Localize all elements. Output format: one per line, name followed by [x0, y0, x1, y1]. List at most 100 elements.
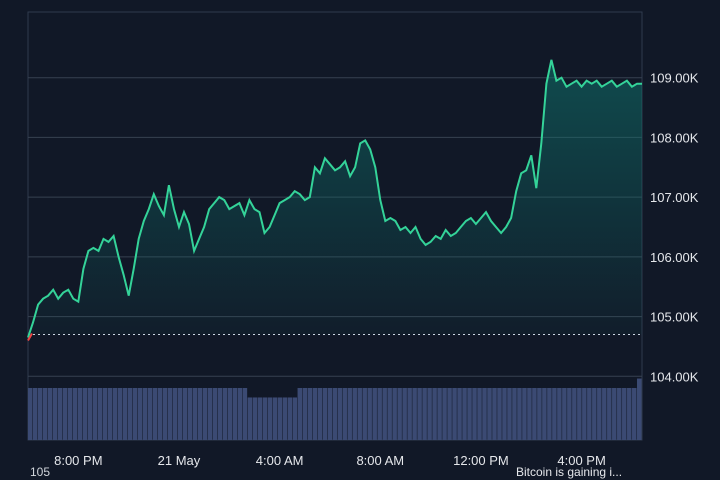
- x-axis-labels: 8:00 PM 21 May 4:00 AM 8:00 AM 12:00 PM 4:00 …: [54, 453, 606, 468]
- volume-bar: [367, 388, 372, 440]
- volume-bar: [477, 388, 482, 440]
- volume-bars: [28, 378, 642, 440]
- volume-bar: [162, 388, 168, 440]
- y-tick-label: 108.00K: [650, 130, 699, 145]
- volume-bar: [287, 397, 293, 440]
- x-tick-label: 8:00 AM: [356, 453, 404, 468]
- volume-bar: [397, 388, 402, 440]
- volume-bar: [622, 388, 627, 440]
- volume-bar: [52, 388, 58, 440]
- volume-bar: [122, 388, 128, 440]
- volume-bar: [157, 388, 163, 440]
- volume-bar: [382, 388, 387, 440]
- volume-bar: [217, 388, 223, 440]
- volume-bar: [502, 388, 507, 440]
- volume-bar: [47, 388, 53, 440]
- volume-bar: [292, 397, 298, 440]
- volume-bar: [307, 388, 313, 440]
- y-tick-label: 109.00K: [650, 71, 699, 86]
- volume-bar: [402, 388, 407, 440]
- volume-bar: [202, 388, 208, 440]
- volume-bar: [167, 388, 173, 440]
- volume-bar: [527, 388, 532, 440]
- y-axis-labels: 104.00K 105.00K 106.00K 107.00K 108.00K 109.0…: [650, 71, 699, 385]
- volume-bar: [267, 397, 273, 440]
- volume-bar: [507, 388, 512, 440]
- volume-bar: [97, 388, 103, 440]
- volume-bar: [427, 388, 432, 440]
- volume-bar: [577, 388, 582, 440]
- volume-bar: [372, 388, 377, 440]
- volume-bar: [482, 388, 487, 440]
- volume-bar: [252, 397, 258, 440]
- volume-bar: [557, 388, 562, 440]
- volume-bar: [237, 388, 243, 440]
- volume-bar: [142, 388, 148, 440]
- volume-bar: [212, 388, 218, 440]
- volume-bar: [262, 397, 268, 440]
- volume-bar: [112, 388, 118, 440]
- volume-bar: [192, 388, 198, 440]
- volume-bar: [347, 388, 352, 440]
- x-tick-label: 12:00 PM: [453, 453, 509, 468]
- volume-bar: [182, 388, 188, 440]
- volume-bar: [617, 388, 622, 440]
- volume-bar: [37, 388, 43, 440]
- volume-bar: [222, 388, 228, 440]
- news-ticker-link[interactable]: Bitcoin is gaining i...: [516, 465, 623, 479]
- volume-bar: [172, 388, 178, 440]
- volume-bar: [242, 388, 248, 440]
- volume-bar: [32, 388, 38, 440]
- volume-bar: [327, 388, 333, 440]
- y-tick-label: 105.00K: [650, 310, 699, 325]
- volume-bar: [457, 388, 462, 440]
- volume-bar: [117, 388, 123, 440]
- volume-bar: [337, 388, 342, 440]
- volume-bar: [277, 397, 283, 440]
- volume-bar: [632, 388, 637, 440]
- volume-bar: [232, 388, 238, 440]
- x-tick-label: 21 May: [158, 453, 201, 468]
- volume-bar: [357, 388, 362, 440]
- volume-bar: [492, 388, 497, 440]
- volume-bar: [227, 388, 233, 440]
- volume-bar: [197, 388, 203, 440]
- volume-bar: [412, 388, 417, 440]
- volume-bar: [102, 388, 108, 440]
- volume-bar: [417, 388, 422, 440]
- volume-bar: [462, 388, 467, 440]
- volume-bar: [537, 388, 542, 440]
- volume-bar: [257, 397, 263, 440]
- volume-bar: [62, 388, 68, 440]
- volume-bar: [547, 388, 552, 440]
- y-tick-label: 104.00K: [650, 369, 699, 384]
- price-line: [27, 59, 642, 338]
- volume-bar: [342, 388, 347, 440]
- volume-bar: [532, 388, 537, 440]
- volume-bar: [522, 388, 527, 440]
- volume-bar: [387, 388, 392, 440]
- volume-bar: [437, 388, 442, 440]
- volume-bar: [282, 397, 288, 440]
- volume-bar: [77, 388, 83, 440]
- price-area: [28, 59, 642, 338]
- volume-bar: [432, 388, 437, 440]
- volume-bar: [562, 388, 567, 440]
- volume-bar: [332, 388, 337, 440]
- volume-bar: [302, 388, 308, 440]
- volume-bar: [87, 388, 93, 440]
- volume-bar: [392, 388, 397, 440]
- volume-bar: [147, 388, 153, 440]
- volume-bar: [637, 378, 642, 440]
- volume-bar: [322, 388, 328, 440]
- volume-bar: [317, 388, 323, 440]
- volume-bar: [452, 388, 457, 440]
- x-tick-label: 8:00 PM: [54, 453, 102, 468]
- volume-bar: [602, 388, 607, 440]
- volume-bar: [587, 388, 592, 440]
- volume-bar: [517, 388, 522, 440]
- volume-bar: [607, 388, 612, 440]
- x-tick-label: 4:00 AM: [256, 453, 304, 468]
- volume-bar: [627, 388, 632, 440]
